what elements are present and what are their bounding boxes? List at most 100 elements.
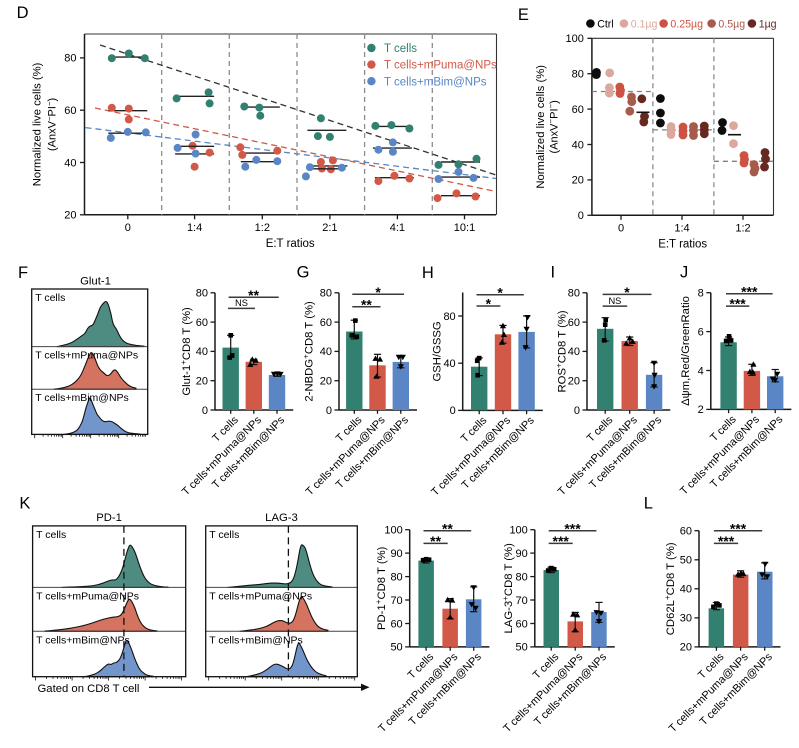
svg-text:40: 40 [568, 346, 580, 358]
svg-text:T cells+mBim@NPs: T cells+mBim@NPs [384, 76, 487, 88]
svg-text:LAG-3+CD8 T (%): LAG-3+CD8 T (%) [501, 543, 515, 634]
svg-text:0: 0 [578, 210, 584, 222]
svg-text:60: 60 [320, 317, 332, 329]
svg-text:GSH/GSSG: GSH/GSSG [432, 321, 444, 381]
svg-text:Δψm,Red/GreenRatio: Δψm,Red/GreenRatio [680, 296, 692, 406]
svg-text:**: ** [430, 533, 441, 549]
svg-text:90: 90 [390, 548, 402, 560]
svg-text:E: E [518, 6, 529, 24]
svg-text:80: 80 [390, 571, 402, 583]
svg-text:Glut-1+CD8 T (%): Glut-1+CD8 T (%) [179, 307, 193, 396]
svg-text:0: 0 [618, 222, 624, 234]
svg-text:1:4: 1:4 [674, 222, 689, 234]
svg-text:***: *** [741, 283, 758, 299]
svg-text:CD62L+CD8 T (%): CD62L+CD8 T (%) [663, 542, 677, 635]
svg-text:40: 40 [320, 346, 332, 358]
svg-text:0.25µg: 0.25µg [670, 18, 703, 30]
svg-text:0: 0 [202, 405, 208, 417]
svg-text:60: 60 [568, 317, 580, 329]
svg-text:0: 0 [450, 405, 456, 417]
svg-text:*: * [624, 284, 630, 300]
svg-text:2: 2 [698, 404, 704, 416]
svg-text:60: 60 [516, 618, 528, 630]
svg-text:NS: NS [608, 296, 621, 306]
svg-text:20: 20 [196, 376, 208, 388]
svg-text:90: 90 [516, 548, 528, 560]
svg-text:80: 80 [568, 288, 580, 300]
svg-text:100: 100 [509, 525, 527, 537]
svg-text:Normalized live cells (%): Normalized live cells (%) [32, 62, 44, 186]
svg-text:0: 0 [326, 405, 332, 417]
svg-text:70: 70 [390, 595, 402, 607]
svg-text:40: 40 [443, 358, 455, 370]
svg-text:***: *** [564, 520, 581, 536]
svg-text:0.5µg: 0.5µg [718, 18, 745, 30]
svg-text:T cells: T cells [384, 43, 417, 55]
svg-text:(AnxV−PI−): (AnxV−PI−) [45, 98, 59, 151]
svg-text:**: ** [361, 296, 372, 312]
svg-text:*: * [497, 284, 503, 300]
svg-text:80: 80 [64, 53, 76, 65]
svg-text:80: 80 [196, 288, 208, 300]
svg-text:0: 0 [574, 405, 580, 417]
svg-text:80: 80 [320, 288, 332, 300]
svg-text:E:T ratios: E:T ratios [266, 238, 315, 250]
svg-text:T cells+mPuma@NPs: T cells+mPuma@NPs [36, 590, 139, 602]
svg-text:T cells+mPuma@NPs: T cells+mPuma@NPs [35, 350, 138, 362]
svg-text:T cells: T cells [209, 529, 239, 541]
svg-text:20: 20 [680, 642, 692, 654]
svg-text:*: * [486, 296, 492, 312]
svg-text:Normalized live cells (%): Normalized live cells (%) [535, 65, 547, 189]
svg-text:6: 6 [698, 326, 704, 338]
svg-text:PD-1+CD8 T (%): PD-1+CD8 T (%) [374, 546, 388, 630]
svg-text:80: 80 [516, 571, 528, 583]
svg-text:60: 60 [680, 526, 692, 538]
svg-text:60: 60 [572, 104, 584, 116]
svg-text:10:1: 10:1 [454, 222, 475, 234]
svg-text:T cells+mBim@NPs: T cells+mBim@NPs [36, 634, 130, 646]
svg-text:T cells+mBim@NPs: T cells+mBim@NPs [35, 392, 129, 404]
svg-text:***: *** [718, 533, 735, 549]
svg-text:8: 8 [698, 288, 704, 300]
svg-text:H: H [422, 264, 434, 282]
svg-text:I: I [551, 264, 556, 282]
svg-text:NS: NS [235, 298, 248, 308]
svg-text:60: 60 [196, 317, 208, 329]
svg-text:K: K [19, 495, 30, 513]
svg-text:4:1: 4:1 [390, 222, 405, 234]
svg-text:(AnxV−PI−): (AnxV−PI−) [547, 100, 561, 153]
svg-text:ROS+CD8 T (%): ROS+CD8 T (%) [555, 310, 569, 392]
svg-text:1:2: 1:2 [255, 222, 270, 234]
svg-text:60: 60 [64, 105, 76, 117]
svg-text:20: 20 [64, 210, 76, 222]
svg-text:T cells+mBim@NPs: T cells+mBim@NPs [209, 634, 303, 646]
svg-text:***: *** [553, 533, 570, 549]
svg-text:**: ** [442, 520, 453, 536]
svg-text:J: J [680, 264, 688, 282]
svg-text:100: 100 [384, 525, 402, 537]
svg-text:2:1: 2:1 [322, 222, 337, 234]
svg-text:1µg: 1µg [759, 18, 777, 30]
svg-text:40: 40 [196, 346, 208, 358]
svg-text:0.1µg: 0.1µg [631, 18, 658, 30]
svg-text:0: 0 [125, 222, 131, 234]
svg-text:50: 50 [390, 642, 402, 654]
svg-text:T cells+mPuma@NPs: T cells+mPuma@NPs [384, 60, 497, 72]
svg-text:80: 80 [443, 311, 455, 323]
svg-text:T cells: T cells [36, 529, 66, 541]
svg-text:L: L [644, 495, 653, 513]
svg-text:F: F [18, 264, 28, 282]
svg-text:**: ** [248, 287, 259, 303]
svg-text:50: 50 [516, 642, 528, 654]
svg-text:20: 20 [568, 376, 580, 388]
svg-text:4: 4 [698, 365, 704, 377]
svg-text:*: * [375, 284, 381, 300]
svg-text:80: 80 [572, 69, 584, 81]
svg-text:Gated on CD8 T cell: Gated on CD8 T cell [38, 683, 140, 695]
svg-text:E:T ratios: E:T ratios [658, 238, 707, 250]
svg-text:D: D [17, 4, 29, 22]
svg-text:PD-1: PD-1 [96, 512, 122, 524]
svg-text:1:2: 1:2 [735, 222, 750, 234]
svg-text:T cells+mPuma@NPs: T cells+mPuma@NPs [209, 590, 312, 602]
svg-text:G: G [297, 264, 310, 282]
